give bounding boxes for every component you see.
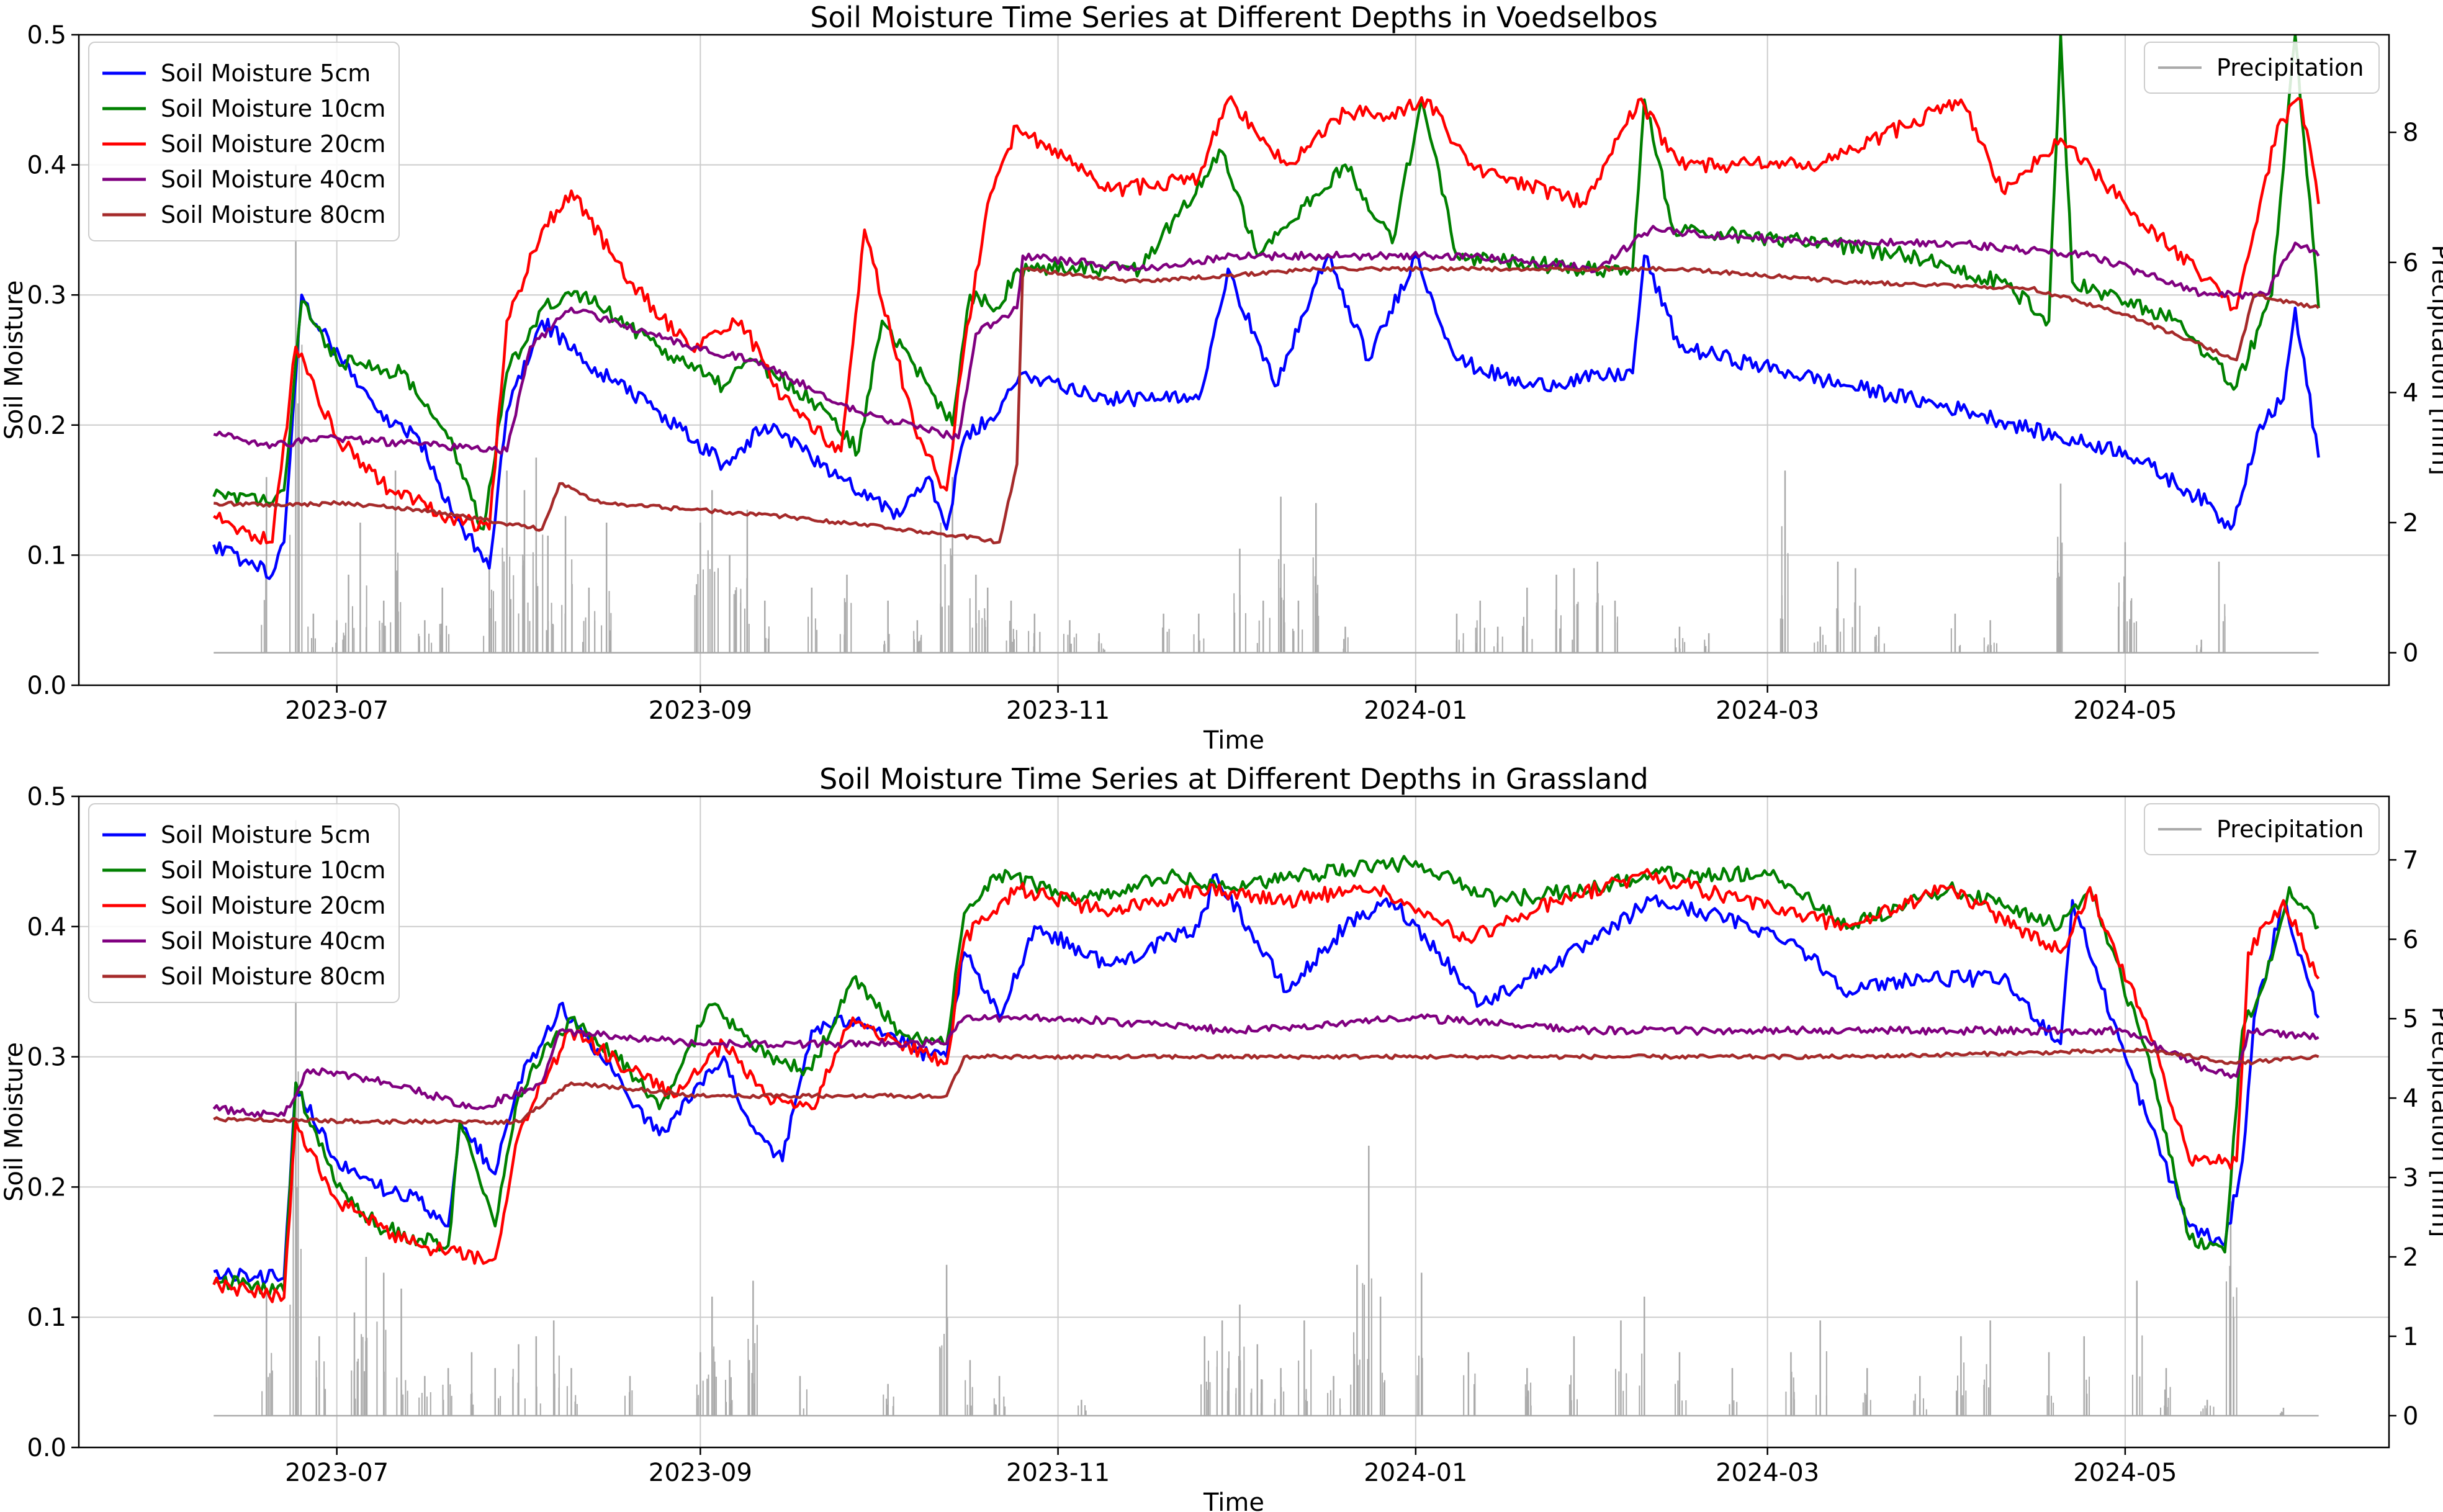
series-line-soil-moisture-80cm	[213, 1047, 2319, 1125]
legend-entry: Soil Moisture 5cm	[161, 60, 371, 87]
y2-tick-label: 0	[2403, 639, 2418, 668]
soil-moisture-series	[212, 35, 2320, 580]
precipitation-series	[214, 164, 2319, 654]
legend-entry: Precipitation	[2216, 54, 2364, 81]
legend-entry: Soil Moisture 10cm	[161, 95, 385, 122]
x-tick-label: 2024-05	[2073, 1459, 2177, 1487]
x-tick-label: 2023-09	[649, 1459, 752, 1487]
x-tick-label: 2024-01	[1364, 696, 1467, 725]
y-tick-label: 0.2	[27, 1173, 66, 1202]
panel-2: 0.0 0.1 0.2 0.3 0.4 0.5 0 1 2 3 4 5 6 7 2023-07 2023-09…	[0, 762, 2443, 1512]
y2-tick-label: 6	[2403, 249, 2418, 277]
legend: Soil Moisture 5cm Soil Moisture 10cm Soil …	[88, 803, 400, 1003]
x-tick-label: 2024-05	[2073, 696, 2177, 725]
series-line-soil-moisture-5cm	[213, 873, 2320, 1285]
x-tick-label: 2023-11	[1006, 696, 1110, 725]
y2-tick-label: 2	[2403, 1243, 2418, 1272]
x-tick-label: 2023-09	[649, 696, 752, 725]
y2-tick-label: 7	[2403, 846, 2418, 875]
y-tick-label: 0.1	[27, 1303, 66, 1332]
y2-tick-label: 0	[2403, 1402, 2418, 1431]
y2-tick-label: 2	[2403, 509, 2418, 538]
legend-box	[88, 42, 400, 241]
x-axis-label: Time	[1203, 1488, 1264, 1512]
legend-entry: Soil Moisture 5cm	[161, 821, 371, 848]
y-tick-label: 0.0	[27, 672, 66, 700]
legend-entry: Precipitation	[2216, 816, 2364, 843]
y2-tick-label: 4	[2403, 379, 2418, 407]
x-tick-label: 2024-03	[1716, 1459, 1819, 1487]
x-axis-label: Time	[1203, 726, 1264, 755]
y-tick-label: 0.0	[27, 1434, 66, 1462]
y-tick-label: 0.5	[27, 21, 66, 50]
series-line-soil-moisture-40cm	[213, 225, 2320, 455]
legend-entry: Soil Moisture 40cm	[161, 927, 385, 955]
legend-entry: Soil Moisture 20cm	[161, 892, 385, 919]
legend-precipitation: Precipitation	[2144, 42, 2380, 94]
x-tick-label: 2023-11	[1006, 1459, 1110, 1487]
x-tick-label: 2024-01	[1364, 1459, 1467, 1487]
y-tick-label: 0.4	[27, 913, 66, 942]
series-line-soil-moisture-20cm	[212, 95, 2320, 545]
legend: Soil Moisture 5cm Soil Moisture 10cm Soil …	[88, 42, 400, 241]
y2-tick-label: 5	[2403, 1005, 2418, 1033]
y-tick-label: 0.5	[27, 783, 66, 811]
y2-tick-label: 3	[2403, 1164, 2418, 1192]
legend-box	[2144, 42, 2380, 94]
soil-moisture-series	[212, 855, 2320, 1303]
legend-entry: Soil Moisture 80cm	[161, 963, 385, 990]
y-tick-label: 0.2	[27, 412, 66, 440]
plot-frame	[78, 34, 2390, 686]
legend-box	[88, 803, 400, 1003]
series-line-soil-moisture-40cm	[212, 1013, 2319, 1118]
panel-1: 0.0 0.1 0.2 0.3 0.4 0.5 0 2 4 6 8 2023-07 2023-09 202…	[0, 1, 2443, 755]
precipitation-series	[214, 820, 2319, 1417]
legend-entry: Soil Moisture 10cm	[161, 857, 385, 884]
y2-axis-label: Precipitation [mm]	[2426, 245, 2443, 475]
y2-tick-label: 6	[2403, 925, 2418, 954]
legend-entry: Soil Moisture 20cm	[161, 130, 385, 158]
y2-tick-label: 8	[2403, 119, 2418, 147]
legend-box	[2144, 803, 2380, 855]
series-line-soil-moisture-20cm	[212, 868, 2320, 1303]
y2-tick-label: 4	[2403, 1084, 2418, 1113]
y2-axis-label: Precipitation [mm]	[2426, 1007, 2443, 1238]
y-axis-label: Soil Moisture	[0, 1042, 29, 1202]
legend-entry: Soil Moisture 80cm	[161, 201, 385, 228]
y-tick-label: 0.3	[27, 1043, 66, 1072]
chart-title: Soil Moisture Time Series at Different D…	[819, 762, 1649, 796]
y-tick-label: 0.3	[27, 281, 66, 310]
series-line-soil-moisture-5cm	[212, 254, 2320, 580]
series-line-soil-moisture-10cm	[212, 35, 2320, 531]
y-tick-label: 0.1	[27, 541, 66, 570]
y-axis-label: Soil Moisture	[0, 281, 29, 440]
chart-title: Soil Moisture Time Series at Different D…	[810, 1, 1658, 34]
plot-frame	[78, 795, 2390, 1449]
x-tick-label: 2024-03	[1716, 696, 1819, 725]
y-tick-label: 0.4	[27, 151, 66, 180]
y2-tick-label: 1	[2403, 1323, 2418, 1351]
series-line-soil-moisture-80cm	[214, 265, 2320, 545]
legend-entry: Soil Moisture 40cm	[161, 166, 385, 193]
legend-precipitation: Precipitation	[2144, 803, 2380, 855]
x-tick-label: 2023-07	[285, 1459, 389, 1487]
x-tick-label: 2023-07	[285, 696, 389, 725]
